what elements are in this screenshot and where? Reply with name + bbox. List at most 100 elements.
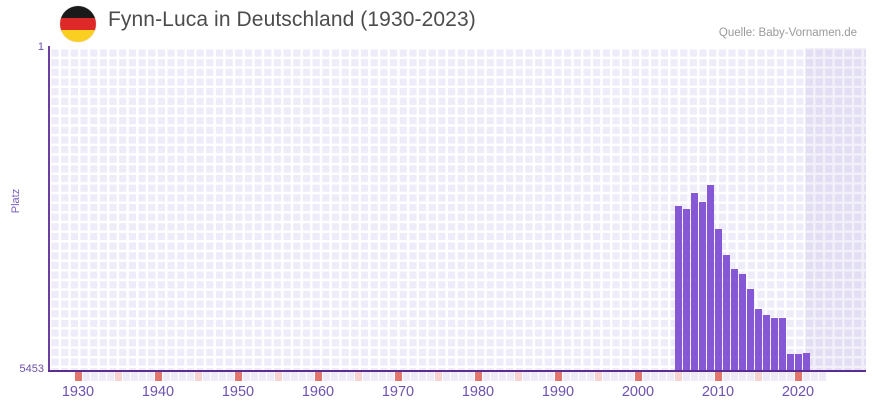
x-tick-minor (162, 372, 170, 381)
x-tick-minor (538, 372, 546, 381)
x-tick-minor (170, 372, 178, 381)
y-axis-bottom-label: 5453 (19, 363, 44, 375)
x-tick-minor (122, 372, 130, 381)
x-tick-major (154, 372, 162, 381)
source-attribution: Quelle: Baby-Vornamen.de (718, 27, 857, 39)
x-tick-minor (498, 372, 506, 381)
x-tick-major (554, 372, 562, 381)
x-tick-minor (722, 372, 730, 381)
x-axis-label: 1960 (301, 384, 335, 400)
x-tick-minor (218, 372, 226, 381)
x-tick-minor (810, 372, 818, 381)
bar-2008[interactable] (698, 202, 706, 370)
bar-2012[interactable] (730, 268, 738, 370)
bar-2021[interactable] (802, 353, 810, 370)
x-tick-major (794, 372, 802, 381)
bar-2015[interactable] (754, 309, 762, 370)
bar-2005[interactable] (674, 206, 682, 370)
x-tick-minor (258, 372, 266, 381)
x-tick-minor (282, 372, 290, 381)
x-axis-label: 2020 (781, 384, 815, 400)
x-tick-minor (786, 372, 794, 381)
bar-2018[interactable] (778, 318, 786, 370)
x-tick-minor (226, 372, 234, 381)
x-tick-minor (690, 372, 698, 381)
x-tick-minor (770, 372, 778, 381)
x-tick-minor (426, 372, 434, 381)
x-tick-minor (698, 372, 706, 381)
bar-2013[interactable] (738, 274, 746, 370)
chart-header: Fynn-Luca in Deutschland (1930-2023) Que… (0, 0, 873, 48)
x-tick-minor (298, 372, 306, 381)
bar-2010[interactable] (714, 228, 722, 370)
bar-2007[interactable] (690, 193, 698, 370)
x-tick-minor (90, 372, 98, 381)
x-tick-minor (562, 372, 570, 381)
bar-2016[interactable] (762, 314, 770, 370)
x-tick-minor (306, 372, 314, 381)
bar-2006[interactable] (682, 209, 690, 370)
x-tick-minor (658, 372, 666, 381)
x-tick-minor (458, 372, 466, 381)
x-tick-minor (138, 372, 146, 381)
bar-2017[interactable] (770, 318, 778, 370)
x-tick-minor (378, 372, 386, 381)
bar-2011[interactable] (722, 255, 730, 370)
x-tick-minor (114, 372, 122, 381)
x-tick-minor (322, 372, 330, 381)
x-tick-minor (594, 372, 602, 381)
x-tick-minor (546, 372, 554, 381)
x-tick-minor (354, 372, 362, 381)
x-tick-minor (178, 372, 186, 381)
x-tick-minor (362, 372, 370, 381)
x-tick-minor (570, 372, 578, 381)
x-axis-label: 1940 (141, 384, 175, 400)
x-tick-minor (762, 372, 770, 381)
x-tick-minor (530, 372, 538, 381)
x-tick-minor (618, 372, 626, 381)
x-tick-minor (706, 372, 714, 381)
x-tick-minor (130, 372, 138, 381)
x-tick-minor (450, 372, 458, 381)
x-tick-minor (466, 372, 474, 381)
bar-2009[interactable] (706, 184, 714, 370)
y-axis-line (48, 46, 51, 372)
x-axis-line (48, 370, 866, 373)
x-tick-minor (730, 372, 738, 381)
x-tick-minor (682, 372, 690, 381)
bar-2014[interactable] (746, 288, 754, 370)
x-tick-minor (626, 372, 634, 381)
x-tick-major (74, 372, 82, 381)
x-tick-minor (418, 372, 426, 381)
x-tick-minor (194, 372, 202, 381)
x-tick-minor (738, 372, 746, 381)
x-tick-minor (250, 372, 258, 381)
bar-2020[interactable] (794, 354, 802, 370)
x-tick-minor (386, 372, 394, 381)
x-tick-major (634, 372, 642, 381)
x-tick-major (314, 372, 322, 381)
y-axis-top-label: 1 (37, 41, 44, 53)
x-tick-minor (98, 372, 106, 381)
x-tick-minor (434, 372, 442, 381)
x-tick-major (234, 372, 242, 381)
x-tick-minor (746, 372, 754, 381)
x-axis-label: 1950 (221, 384, 255, 400)
x-tick-minor (650, 372, 658, 381)
x-tick-major (474, 372, 482, 381)
x-tick-minor (330, 372, 338, 381)
projection-shaded-band (805, 48, 866, 370)
x-tick-minor (266, 372, 274, 381)
x-tick-minor (482, 372, 490, 381)
bar-2019[interactable] (786, 353, 794, 370)
x-tick-minor (210, 372, 218, 381)
x-tick-minor (82, 372, 90, 381)
x-axis-label: 2010 (701, 384, 735, 400)
x-tick-minor (402, 372, 410, 381)
x-tick-minor (274, 372, 282, 381)
x-tick-minor (410, 372, 418, 381)
x-axis-label: 1980 (461, 384, 495, 400)
x-tick-minor (674, 372, 682, 381)
x-tick-minor (778, 372, 786, 381)
